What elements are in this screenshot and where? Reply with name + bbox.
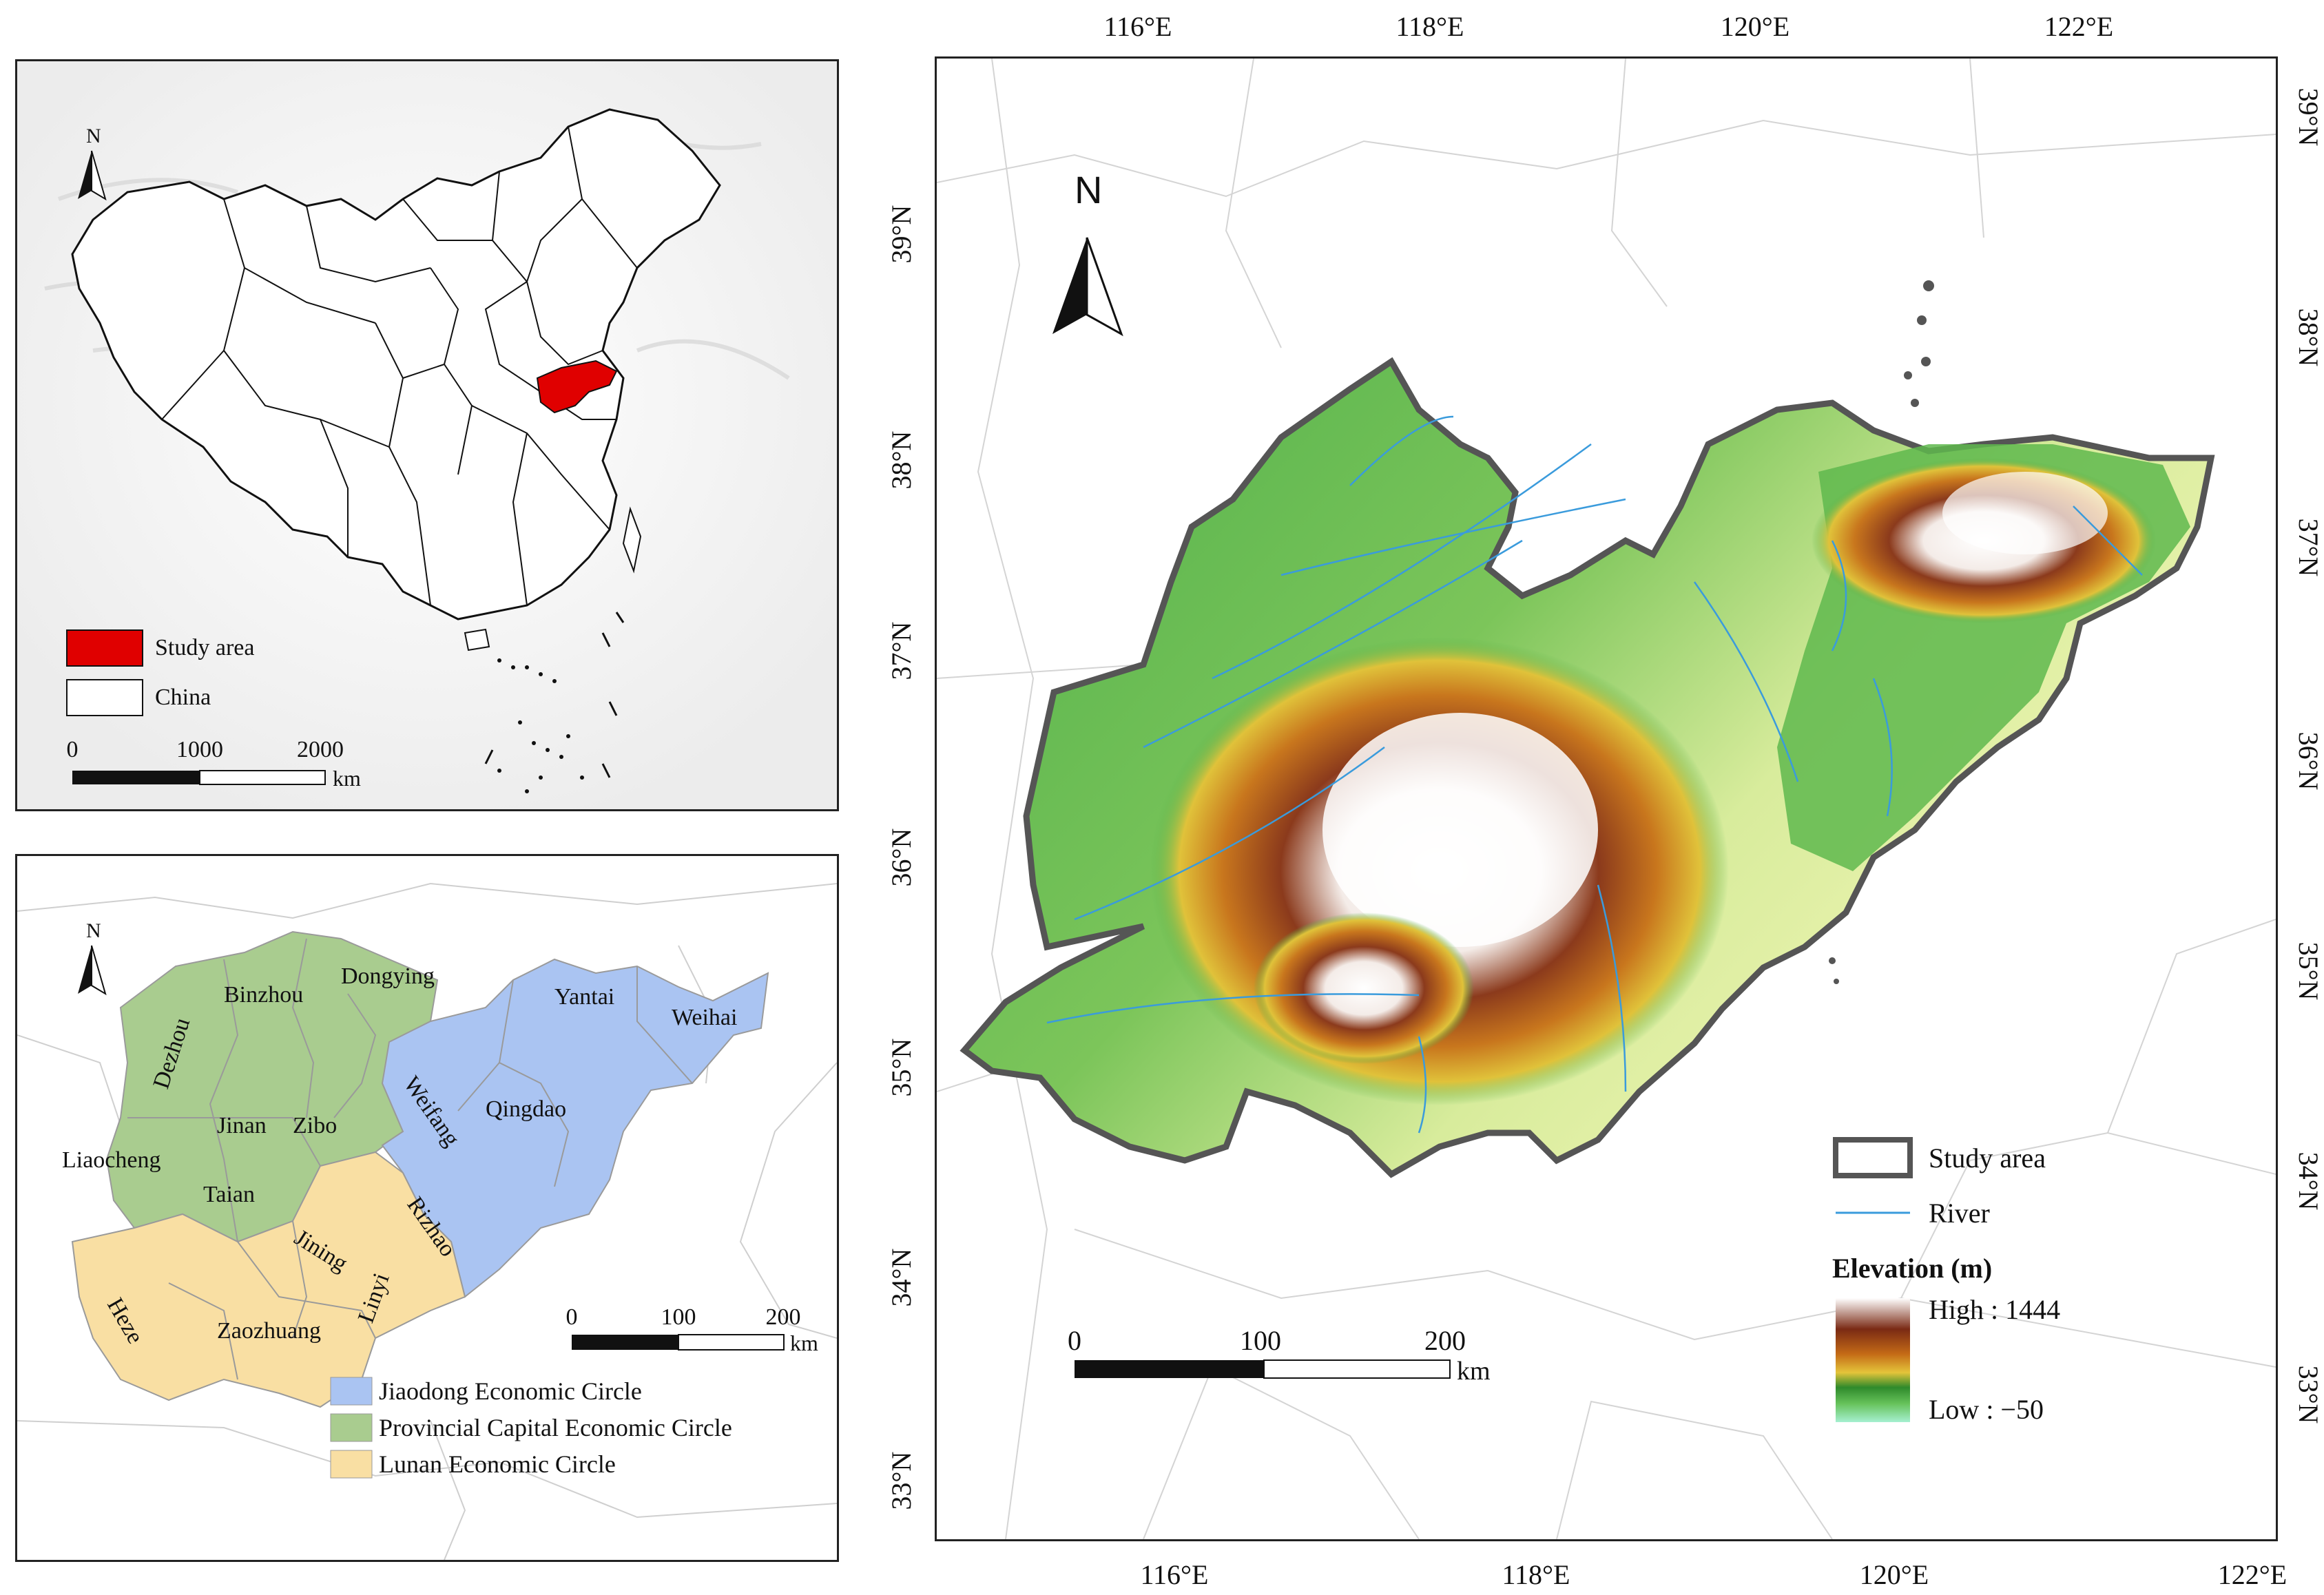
lat-label-right-39: 39°N <box>2293 88 2324 147</box>
region-lunan <box>71 1151 466 1408</box>
city-label-zibo: Zibo <box>293 1113 337 1138</box>
north-label: N <box>1075 168 1102 211</box>
north-arrow-icon: N <box>1052 168 1123 337</box>
elevation-color-ramp <box>1836 1298 1910 1422</box>
city-label-yantai: Yantai <box>554 984 614 1010</box>
city-label-dongying: Dongying <box>341 963 435 989</box>
svg-text:100: 100 <box>1240 1325 1281 1356</box>
lat-label-right-36: 36°N <box>2293 732 2324 791</box>
city-label-binzhou: Binzhou <box>224 982 303 1008</box>
legend-label-low: Low : −50 <box>1929 1394 2044 1425</box>
north-arrow-icon: N <box>78 919 107 996</box>
scale-bar: 0 100 200 km <box>1068 1325 1491 1386</box>
lon-label-top-122: 122°E <box>2044 11 2113 42</box>
lat-label-right-33: 33°N <box>2293 1366 2324 1424</box>
lat-label-left-38: 38°N <box>886 431 917 490</box>
svg-text:200: 200 <box>1424 1325 1466 1356</box>
rivers <box>1046 415 2143 1134</box>
svg-text:km: km <box>1457 1357 1491 1386</box>
lat-label-right-34: 34°N <box>2293 1152 2324 1211</box>
city-label-taian: Taian <box>203 1182 255 1207</box>
lon-label-bottom-122: 122°E <box>2218 1559 2287 1590</box>
svg-text:2000: 2000 <box>297 737 344 762</box>
legend-label-high: High : 1444 <box>1929 1294 2060 1325</box>
main-elevation-panel: N Study area River Elevation (m) High : … <box>935 56 2278 1541</box>
legend-label-china: China <box>155 685 211 710</box>
city-label-liaocheng: Liaocheng <box>62 1147 161 1173</box>
lat-label-left-36: 36°N <box>886 828 917 887</box>
lat-label-right-38: 38°N <box>2293 309 2324 367</box>
lon-label-top-120: 120°E <box>1721 11 1789 42</box>
north-label: N <box>86 919 101 942</box>
lon-label-bottom-120: 120°E <box>1860 1559 1929 1590</box>
lon-label-bottom-118: 118°E <box>1502 1559 1570 1590</box>
north-arrow-icon: N <box>78 125 107 201</box>
lon-label-top-116: 116°E <box>1104 11 1172 42</box>
study-area-highlight <box>536 359 618 414</box>
svg-text:0: 0 <box>566 1304 578 1330</box>
legend-label-study-area: Study area <box>155 635 254 660</box>
svg-text:1000: 1000 <box>176 737 223 762</box>
svg-text:0: 0 <box>67 737 79 762</box>
lat-label-left-35: 35°N <box>886 1039 917 1097</box>
svg-text:km: km <box>790 1331 818 1355</box>
scale-bar: 0 100 200 km <box>566 1304 819 1355</box>
legend-swatch-study-area <box>1833 1137 1913 1178</box>
legend-title-elevation: Elevation (m) <box>1832 1253 1992 1284</box>
svg-text:100: 100 <box>661 1304 696 1330</box>
legend-swatch-jiaodong <box>330 1377 373 1406</box>
lat-label-left-33: 33°N <box>886 1452 917 1510</box>
legend-swatch-provincial-capital <box>330 1413 373 1442</box>
lon-label-top-118: 118°E <box>1396 11 1464 42</box>
north-label: N <box>86 125 101 147</box>
economic-circles-map: Dezhou Binzhou Dongying Yantai Weihai We… <box>17 856 837 1560</box>
legend-label-jiaodong: Jiaodong Economic Circle <box>379 1377 642 1405</box>
city-label-zaozhuang: Zaozhuang <box>217 1318 321 1344</box>
lat-label-left-37: 37°N <box>886 622 917 680</box>
legend-label-river: River <box>1929 1198 1990 1229</box>
svg-text:200: 200 <box>766 1304 801 1330</box>
city-label-qingdao: Qingdao <box>486 1096 566 1122</box>
legend-swatch-study-area <box>66 629 143 667</box>
svg-text:0: 0 <box>1068 1325 1081 1356</box>
city-label-weihai: Weihai <box>672 1005 737 1030</box>
legend-swatch-lunan <box>330 1450 373 1479</box>
lat-label-left-34: 34°N <box>886 1249 917 1307</box>
main-legend: Study area River Elevation (m) High : 14… <box>1832 1137 2060 1425</box>
lon-label-bottom-116: 116°E <box>1141 1559 1209 1590</box>
china-inset-map: N Study area China 0 1000 2000 km <box>17 61 837 809</box>
economic-circles-panel: Dezhou Binzhou Dongying Yantai Weihai We… <box>15 854 839 1562</box>
china-inset-panel: N Study area China 0 1000 2000 km <box>15 59 839 811</box>
city-label-jinan: Jinan <box>217 1113 267 1138</box>
scale-bar: 0 1000 2000 km <box>67 737 362 791</box>
circles-legend: Jiaodong Economic Circle Provincial Capi… <box>330 1377 732 1479</box>
main-elevation-map: N Study area River Elevation (m) High : … <box>937 59 2276 1539</box>
lat-label-left-39: 39°N <box>886 205 917 264</box>
legend-label-study-area: Study area <box>1929 1143 2046 1174</box>
lat-label-right-37: 37°N <box>2293 519 2324 577</box>
svg-text:km: km <box>333 766 361 791</box>
legend-swatch-china <box>66 679 143 716</box>
lat-label-right-35: 35°N <box>2293 942 2324 1001</box>
legend-label-lunan: Lunan Economic Circle <box>379 1450 616 1478</box>
legend-label-provincial-capital: Provincial Capital Economic Circle <box>379 1414 732 1441</box>
